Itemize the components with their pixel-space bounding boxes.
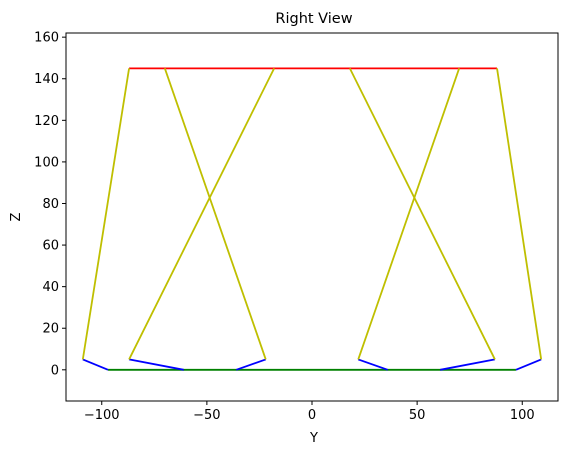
y-tick-label: 80 [42,197,59,212]
y-tick-label: 140 [34,72,59,87]
x-tick-label: 0 [308,408,316,423]
y-tick-label: 60 [42,239,59,254]
series-line-12 [357,68,461,360]
series-line-11 [349,67,496,360]
plot-lines [81,67,543,371]
x-tick-label: −100 [84,408,120,423]
y-axis-ticks: 0 20 40 60 80 100 120 140 160 [34,31,66,378]
chart-title: Right View [275,11,352,27]
y-tick-label: 20 [42,322,59,337]
y-tick-label: 40 [42,280,59,295]
x-tick-label: 50 [409,408,426,423]
y-axis-label: Z [9,212,24,221]
series-line-2 [82,358,109,371]
y-tick-label: 100 [34,155,59,170]
series-line-4 [236,358,267,371]
y-tick-label: 160 [34,31,59,46]
series-line-13 [496,68,543,360]
series-line-6 [440,358,496,371]
series-line-9 [163,68,267,360]
y-tick-label: 120 [34,114,59,129]
y-tick-label: 0 [51,363,59,378]
series-line-5 [357,358,388,371]
x-tick-label: −50 [193,408,220,423]
x-tick-label: 100 [510,408,535,423]
x-axis-label: Y [309,431,318,446]
series-line-3 [128,358,184,371]
x-axis-ticks: −100 −50 0 50 100 [84,401,535,423]
series-line-10 [128,67,275,360]
series-line-8 [81,68,130,360]
series-line-7 [515,358,542,371]
